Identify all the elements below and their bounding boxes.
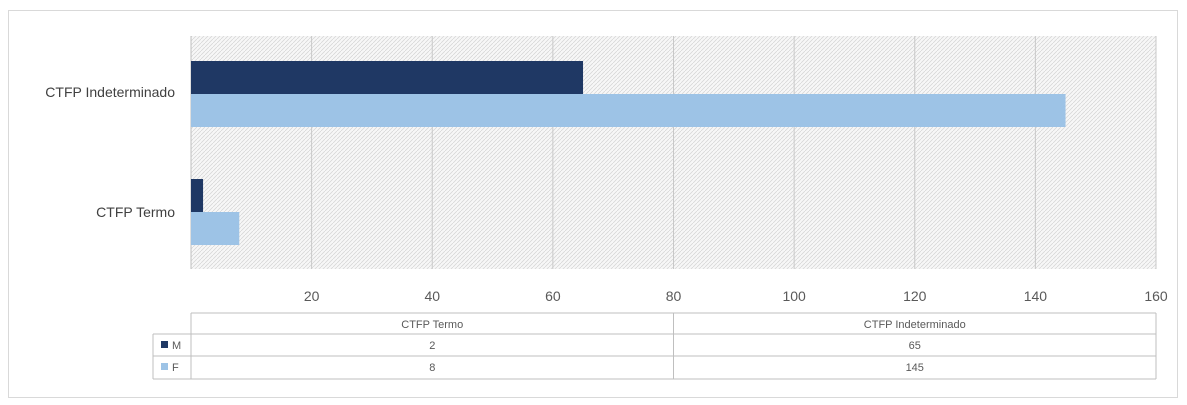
table-cell: 2: [429, 340, 435, 352]
x-tick-label: 80: [666, 288, 682, 304]
table-cell: 65: [909, 340, 921, 352]
bar-F-0: [191, 94, 1066, 127]
bars: [191, 61, 1066, 245]
legend-key-F: [161, 363, 168, 370]
table-header-cell: CTFP Indeterminado: [864, 319, 966, 331]
bar-F-1: [191, 212, 240, 245]
series-label: M: [172, 340, 181, 352]
x-tick-label: 40: [424, 288, 440, 304]
data-table: CTFP Termo CTFP Indeterminado M 2 65 F 8 145: [152, 312, 1157, 380]
bar-chart: CTFP Indeterminado CTFP Termo 20 40 60 80 100…: [45, 36, 1168, 380]
x-tick-label: 20: [304, 288, 320, 304]
x-tick-labels: 20 40 60 80 100 120 140 160: [304, 288, 1168, 304]
x-tick-label: 140: [1024, 288, 1048, 304]
legend-key-M: [161, 341, 168, 348]
series-label: F: [172, 362, 179, 374]
x-tick-label: 100: [782, 288, 806, 304]
category-label: CTFP Termo: [96, 204, 175, 220]
chart-container: CTFP Indeterminado CTFP Termo 20 40 60 80 100…: [8, 10, 1178, 398]
x-tick-label: 120: [903, 288, 927, 304]
category-labels: CTFP Indeterminado CTFP Termo: [45, 84, 175, 220]
category-label: CTFP Indeterminado: [45, 84, 175, 100]
bar-M-1: [191, 179, 204, 212]
table-cell: 8: [429, 362, 435, 374]
x-tick-label: 160: [1144, 288, 1168, 304]
table-cell: 145: [906, 362, 924, 374]
table-header-cell: CTFP Termo: [401, 319, 463, 331]
bar-M-0: [191, 61, 584, 94]
x-tick-label: 60: [545, 288, 561, 304]
